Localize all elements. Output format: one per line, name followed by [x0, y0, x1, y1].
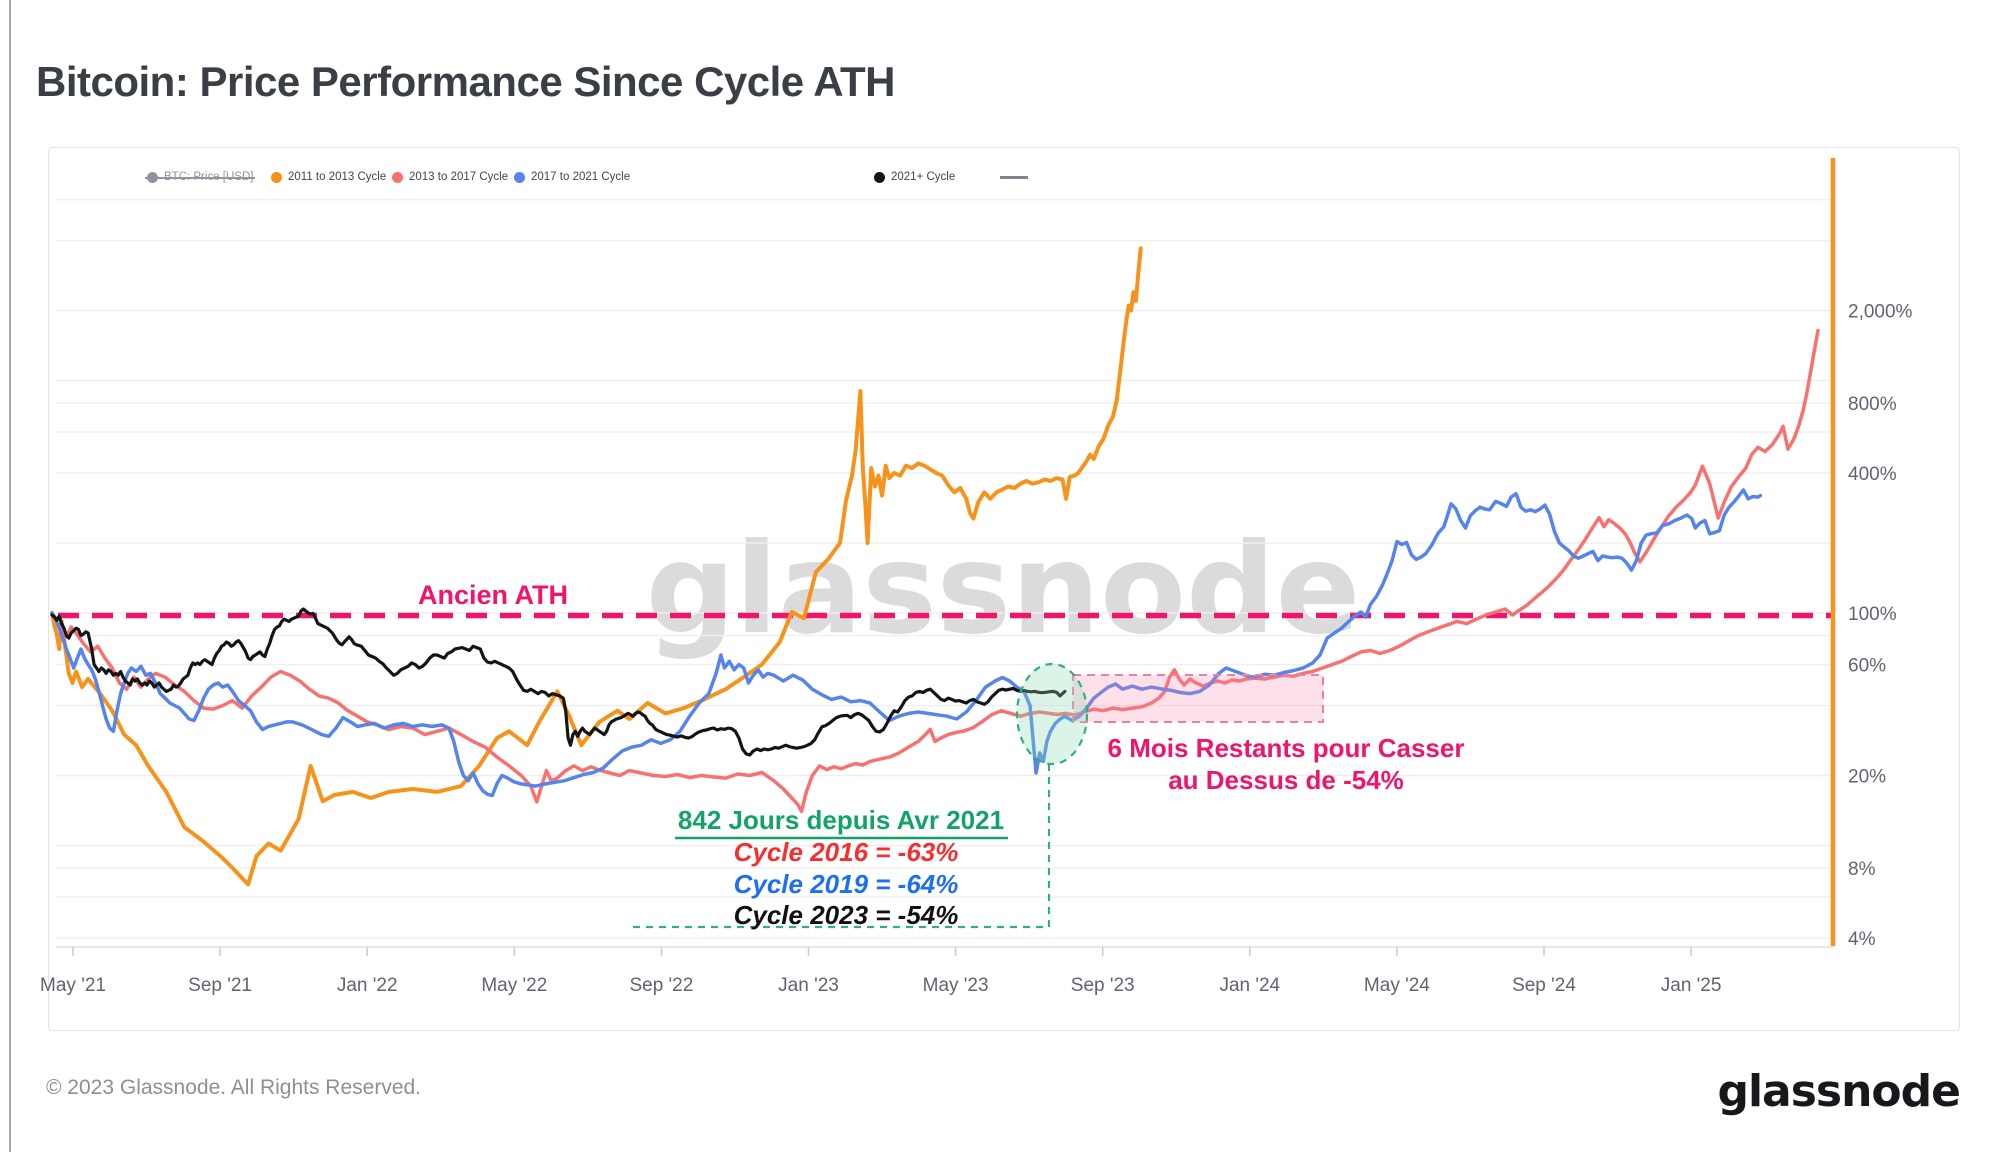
- legend-item-2011-to-2013-cycle[interactable]: 2011 to 2013 Cycle: [271, 166, 386, 188]
- y-tick-label: 4%: [1848, 929, 1876, 950]
- legend-dot-icon: [392, 171, 403, 183]
- x-tick-label: May '21: [40, 975, 106, 996]
- legend-label: 2013 to 2017 Cycle: [409, 171, 509, 183]
- copyright-text: © 2023 Glassnode. All Rights Reserved.: [46, 1076, 422, 1099]
- y-tick-label: 60%: [1848, 656, 1886, 677]
- series-line-2017-to-2021-cycle: [50, 488, 1763, 798]
- legend-dot-icon: [874, 171, 885, 183]
- x-tick-label: May '23: [923, 975, 989, 996]
- chart-legend: BTC: Price [USD] 2011 to 2013 Cycle 2013 t…: [49, 166, 1959, 190]
- annotation-text: Cycle 2016 = -63%: [734, 837, 959, 867]
- page-title: Bitcoin: Price Performance Since Cycle A…: [36, 58, 895, 106]
- watermark-text: glassnode: [646, 517, 1361, 662]
- window-edge-line: [9, 0, 11, 1152]
- series-line-2021+-cycle: [50, 607, 1067, 757]
- x-tick-label: Sep '23: [1071, 975, 1135, 996]
- x-tick-label: Jan '22: [337, 975, 398, 996]
- x-tick-label: May '24: [1364, 975, 1430, 996]
- x-tick-label: Sep '22: [629, 975, 693, 996]
- legend-item-btc-price-usd-[interactable]: BTC: Price [USD]: [144, 166, 256, 188]
- x-tick-label: Jan '24: [1219, 975, 1280, 996]
- legend-dot-icon: [514, 171, 525, 183]
- legend-label: 2017 to 2021 Cycle: [531, 171, 631, 183]
- legend-line-marker[interactable]: [1000, 176, 1028, 179]
- series-line-2011-to-2013-cycle: [50, 246, 1143, 887]
- x-tick-label: Jan '25: [1661, 975, 1722, 996]
- legend-dot-icon: [271, 171, 282, 183]
- y-tick-label: 20%: [1848, 767, 1886, 788]
- legend-item-2017-to-2021-cycle[interactable]: 2017 to 2021 Cycle: [514, 166, 630, 188]
- annotation-text: au Dessus de -54%: [1168, 765, 1404, 795]
- annotation-connector-line: [628, 764, 1051, 929]
- x-tick-label: Jan '23: [778, 975, 839, 996]
- annotation-text: Ancien ATH: [418, 580, 568, 610]
- y-tick-label: 100%: [1848, 604, 1897, 625]
- day-842-highlight-ellipse: [1015, 662, 1089, 766]
- legend-item-2021+-cycle[interactable]: 2021+ Cycle: [874, 166, 955, 188]
- y-tick-label: 2,000%: [1848, 302, 1913, 323]
- annotation-text: 6 Mois Restants pour Casser: [1108, 733, 1465, 763]
- legend-label: 2021+ Cycle: [891, 171, 956, 183]
- annotation-text: 842 Jours depuis Avr 2021: [678, 805, 1004, 835]
- legend-item-2013-to-2017-cycle[interactable]: 2013 to 2017 Cycle: [392, 166, 508, 188]
- y-tick-label: 400%: [1848, 464, 1897, 485]
- six-months-highlight-box: [1072, 674, 1324, 723]
- x-tick-label: Sep '24: [1512, 975, 1576, 996]
- chart-card: BTC: Price [USD] 2011 to 2013 Cycle 2013 t…: [48, 147, 1960, 1031]
- y-tick-label: 800%: [1848, 394, 1897, 415]
- x-tick-label: Sep '21: [188, 975, 252, 996]
- legend-label: 2011 to 2013 Cycle: [288, 171, 387, 183]
- x-tick-label: May '22: [481, 975, 547, 996]
- annotation-text: Cycle 2019 = -64%: [734, 869, 959, 899]
- series-line-2013-to-2017-cycle: [50, 328, 1820, 814]
- y-tick-label: 8%: [1848, 859, 1876, 880]
- glassnode-wordmark: glassnode: [1717, 1066, 1961, 1117]
- annotation-text: Cycle 2023 = -54%: [734, 900, 959, 930]
